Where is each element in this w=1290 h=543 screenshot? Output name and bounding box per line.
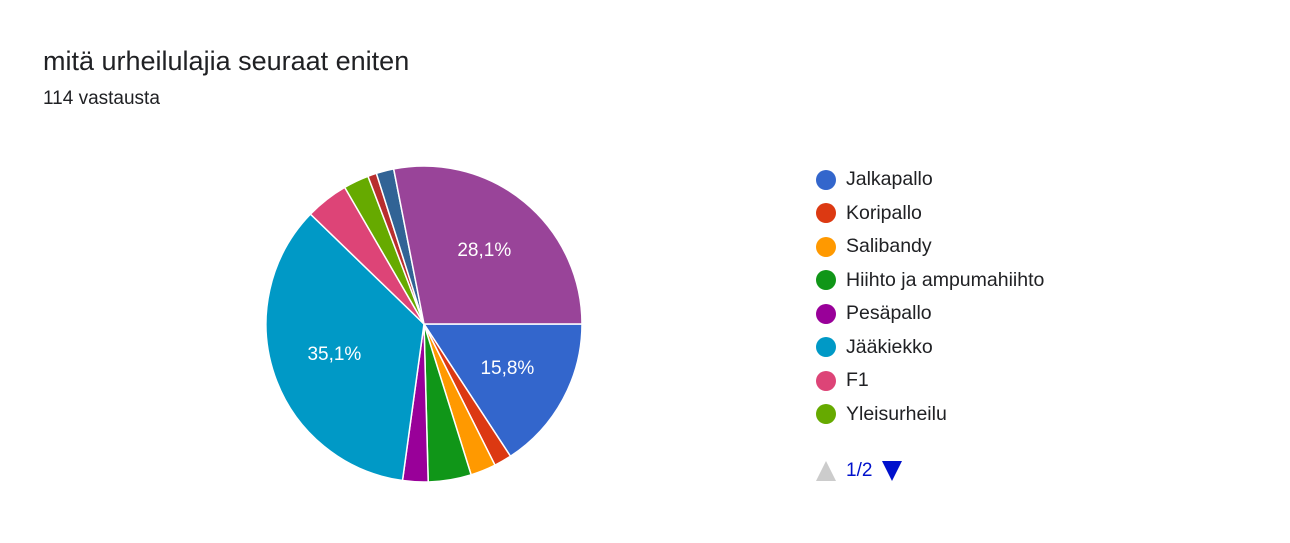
legend-item-5[interactable]: Jääkiekko [816,331,1216,365]
legend-label: Jääkiekko [846,335,933,358]
legend-swatch [816,370,836,391]
legend-item-6[interactable]: F1 [816,364,1216,398]
legend-item-7[interactable]: Yleisurheilu [816,398,1216,432]
legend-swatch [816,337,836,358]
pie-slice-10[interactable] [392,165,583,325]
legend-swatch [816,203,836,224]
legend-label: Hiihto ja ampumahiihto [846,268,1045,291]
pie-slice-0[interactable] [422,323,583,458]
legend-swatch [816,303,836,324]
legend-label: F1 [846,369,869,392]
chart-title: mitä urheilulajia seuraat eniten [43,46,410,76]
legend-swatch [816,270,836,291]
legend-swatch [816,236,836,257]
legend-label: Koripallo [846,201,922,224]
pie-slice-5[interactable] [265,213,425,482]
legend-label: Salibandy [846,235,932,258]
legend-label: Pesäpallo [846,302,932,325]
response-count: 114 vastausta [43,88,160,109]
legend-item-2[interactable]: Salibandy [816,230,1216,264]
legend-item-4[interactable]: Pesäpallo [816,297,1216,331]
triangle-down-icon[interactable] [882,461,903,481]
triangle-up-icon[interactable] [816,461,836,481]
pie-slice-label-10: 28,1% [457,240,511,261]
legend-item-3[interactable]: Hiihto ja ampumahiihto [816,264,1216,298]
legend-item-0[interactable]: Jalkapallo [816,163,1216,197]
pie-slice-label-5: 35,1% [307,344,361,365]
chart-legend: Jalkapallo Koripallo Salibandy Hiihto ja… [816,163,1216,431]
legend-swatch [816,404,836,425]
pie-slice-label-0: 15,8% [480,358,534,379]
legend-item-1[interactable]: Koripallo [816,197,1216,231]
pager-text: 1/2 [846,460,873,481]
legend-label: Yleisurheilu [846,402,947,425]
legend-pager: 1/2 [816,460,903,482]
legend-label: Jalkapallo [846,168,933,191]
legend-swatch [816,169,836,190]
